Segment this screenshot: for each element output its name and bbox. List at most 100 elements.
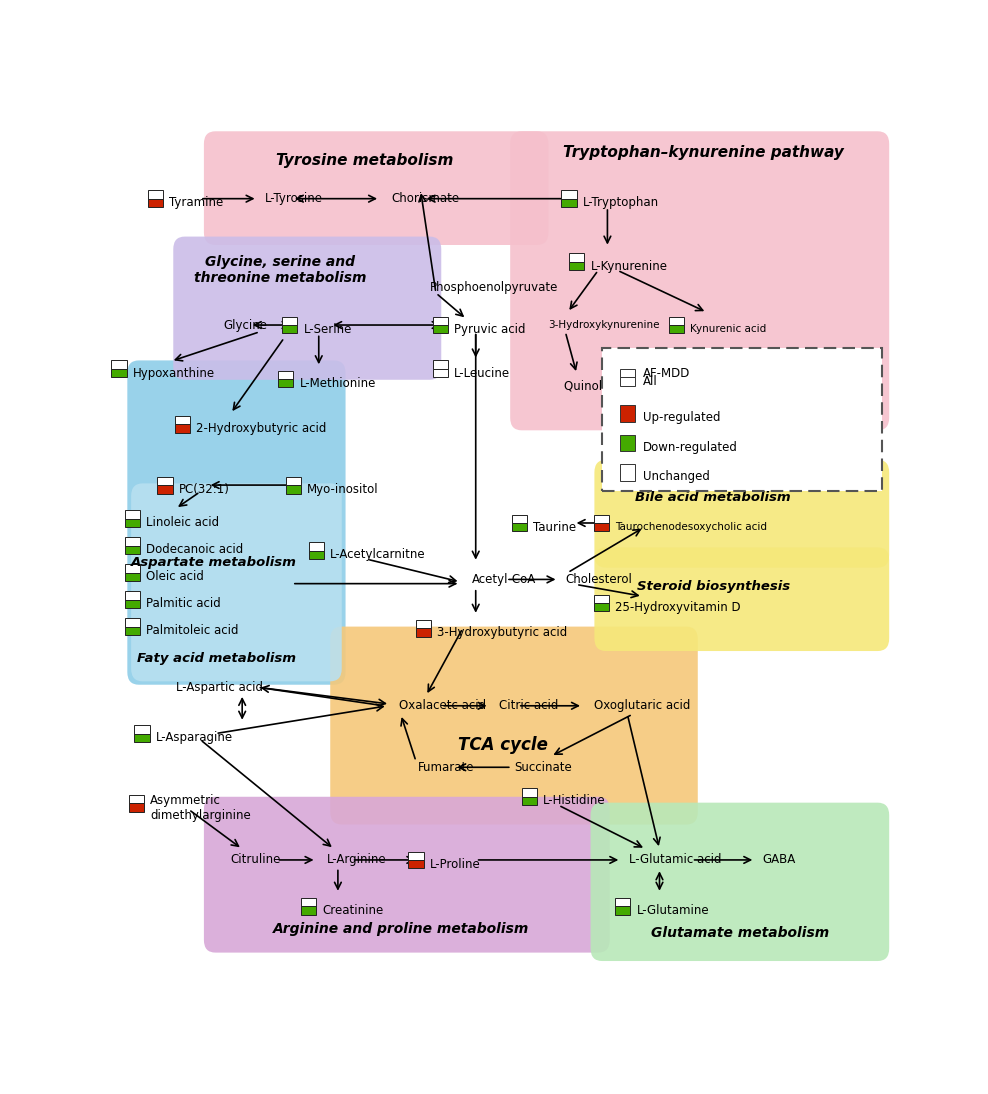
Bar bbox=[125, 537, 140, 546]
Bar bbox=[619, 434, 635, 452]
Bar bbox=[309, 550, 324, 559]
Bar bbox=[112, 360, 126, 369]
Bar bbox=[125, 627, 140, 635]
Bar bbox=[148, 190, 163, 199]
Text: L-Tryptophan: L-Tryptophan bbox=[583, 197, 659, 209]
Bar bbox=[594, 514, 609, 523]
Bar bbox=[433, 316, 449, 325]
Bar bbox=[669, 316, 684, 325]
Bar bbox=[112, 369, 126, 377]
Text: L-Proline: L-Proline bbox=[430, 858, 480, 871]
Bar bbox=[433, 369, 449, 377]
FancyBboxPatch shape bbox=[510, 131, 889, 430]
Text: Hypoxanthine: Hypoxanthine bbox=[132, 366, 214, 380]
Text: Glycine, serine and
threonine metabolism: Glycine, serine and threonine metabolism bbox=[195, 255, 367, 286]
Text: 3-Hydroxykynurenine: 3-Hydroxykynurenine bbox=[548, 321, 660, 330]
Bar bbox=[619, 377, 635, 386]
Text: Arginine and proline metabolism: Arginine and proline metabolism bbox=[273, 922, 529, 936]
Bar bbox=[279, 371, 293, 379]
Text: Citruline: Citruline bbox=[230, 853, 281, 866]
Text: Chorismate: Chorismate bbox=[391, 193, 459, 206]
FancyBboxPatch shape bbox=[591, 803, 889, 961]
Bar bbox=[408, 860, 424, 869]
FancyBboxPatch shape bbox=[595, 459, 889, 568]
Bar bbox=[286, 477, 301, 485]
Bar bbox=[125, 591, 140, 600]
Text: Palmitic acid: Palmitic acid bbox=[146, 597, 221, 610]
Bar bbox=[125, 600, 140, 608]
Text: L-Kynurenine: L-Kynurenine bbox=[591, 259, 668, 272]
Bar bbox=[512, 523, 527, 532]
Text: Acetyl-CoA: Acetyl-CoA bbox=[472, 573, 536, 586]
Bar bbox=[619, 369, 635, 377]
Bar bbox=[408, 851, 424, 860]
Text: Creatinine: Creatinine bbox=[322, 904, 383, 917]
Bar bbox=[134, 725, 149, 734]
Text: Phosphoenolpyruvate: Phosphoenolpyruvate bbox=[430, 281, 558, 293]
Text: L-Aspartic acid: L-Aspartic acid bbox=[176, 680, 263, 694]
FancyBboxPatch shape bbox=[602, 348, 881, 491]
Text: AF-MDD: AF-MDD bbox=[642, 366, 690, 380]
Text: Oxoglutaric acid: Oxoglutaric acid bbox=[595, 699, 691, 712]
Bar bbox=[301, 898, 316, 906]
FancyBboxPatch shape bbox=[127, 360, 346, 685]
Text: Cholesterol: Cholesterol bbox=[565, 573, 632, 586]
Bar bbox=[279, 379, 293, 387]
Text: Aspartate metabolism: Aspartate metabolism bbox=[131, 556, 296, 569]
Text: L-Histidine: L-Histidine bbox=[543, 794, 606, 807]
Text: GABA: GABA bbox=[763, 853, 796, 866]
Text: Bile acid metabolism: Bile acid metabolism bbox=[635, 491, 791, 504]
FancyBboxPatch shape bbox=[595, 547, 889, 651]
Text: 25-Hydroxyvitamin D: 25-Hydroxyvitamin D bbox=[616, 601, 741, 614]
Bar bbox=[616, 898, 630, 906]
Text: Dodecanoic acid: Dodecanoic acid bbox=[146, 544, 244, 557]
Text: Asymmetric
dimethylarginine: Asymmetric dimethylarginine bbox=[150, 794, 251, 822]
Text: Citric acid: Citric acid bbox=[499, 699, 558, 712]
Text: Up-regulated: Up-regulated bbox=[642, 411, 720, 424]
Text: 3-Hydroxybutyric acid: 3-Hydroxybutyric acid bbox=[438, 626, 568, 639]
Bar bbox=[125, 572, 140, 581]
Text: L-Leucine: L-Leucine bbox=[454, 366, 511, 380]
FancyBboxPatch shape bbox=[204, 796, 610, 953]
Text: L-Methionine: L-Methionine bbox=[299, 376, 376, 389]
Bar bbox=[433, 325, 449, 334]
Text: L-Serine: L-Serine bbox=[303, 323, 352, 336]
Bar bbox=[561, 190, 577, 199]
Bar bbox=[594, 603, 609, 612]
Text: L-Arginine: L-Arginine bbox=[326, 853, 386, 866]
Text: PC(32:1): PC(32:1) bbox=[179, 482, 229, 496]
Bar bbox=[669, 325, 684, 334]
Text: L-Acetylcarnitne: L-Acetylcarnitne bbox=[330, 548, 426, 561]
Text: Tyrosine metabolism: Tyrosine metabolism bbox=[276, 153, 453, 168]
Text: Glutamate metabolism: Glutamate metabolism bbox=[651, 927, 829, 940]
Text: Kynurenic acid: Kynurenic acid bbox=[690, 324, 767, 335]
Bar bbox=[594, 523, 609, 532]
Bar bbox=[282, 325, 297, 334]
Text: L-Asparagine: L-Asparagine bbox=[156, 731, 233, 744]
Bar bbox=[157, 477, 173, 485]
Bar bbox=[175, 424, 190, 433]
Text: Oleic acid: Oleic acid bbox=[146, 570, 205, 583]
Text: Tryptophan–kynurenine pathway: Tryptophan–kynurenine pathway bbox=[563, 144, 844, 160]
Text: Taurochenodesoxycholic acid: Taurochenodesoxycholic acid bbox=[616, 522, 767, 532]
Bar bbox=[594, 595, 609, 603]
Bar bbox=[309, 543, 324, 550]
Text: Glycine: Glycine bbox=[223, 318, 267, 331]
Bar bbox=[125, 546, 140, 555]
Bar bbox=[157, 485, 173, 493]
Text: L-Tyrosine: L-Tyrosine bbox=[265, 193, 323, 206]
Text: Taurine: Taurine bbox=[534, 521, 576, 534]
Bar bbox=[128, 803, 144, 812]
Bar bbox=[512, 514, 527, 523]
Bar bbox=[134, 734, 149, 742]
Bar bbox=[569, 254, 585, 261]
Bar bbox=[125, 565, 140, 572]
Text: L-Glutamic acid: L-Glutamic acid bbox=[629, 853, 721, 866]
Text: TCA cycle: TCA cycle bbox=[457, 735, 547, 754]
Text: Fumarate: Fumarate bbox=[418, 760, 475, 773]
Bar bbox=[125, 519, 140, 527]
Text: All: All bbox=[642, 375, 657, 388]
Text: Pyruvic acid: Pyruvic acid bbox=[454, 323, 526, 336]
FancyBboxPatch shape bbox=[173, 236, 442, 380]
Text: Steroid biosynthesis: Steroid biosynthesis bbox=[636, 580, 789, 593]
